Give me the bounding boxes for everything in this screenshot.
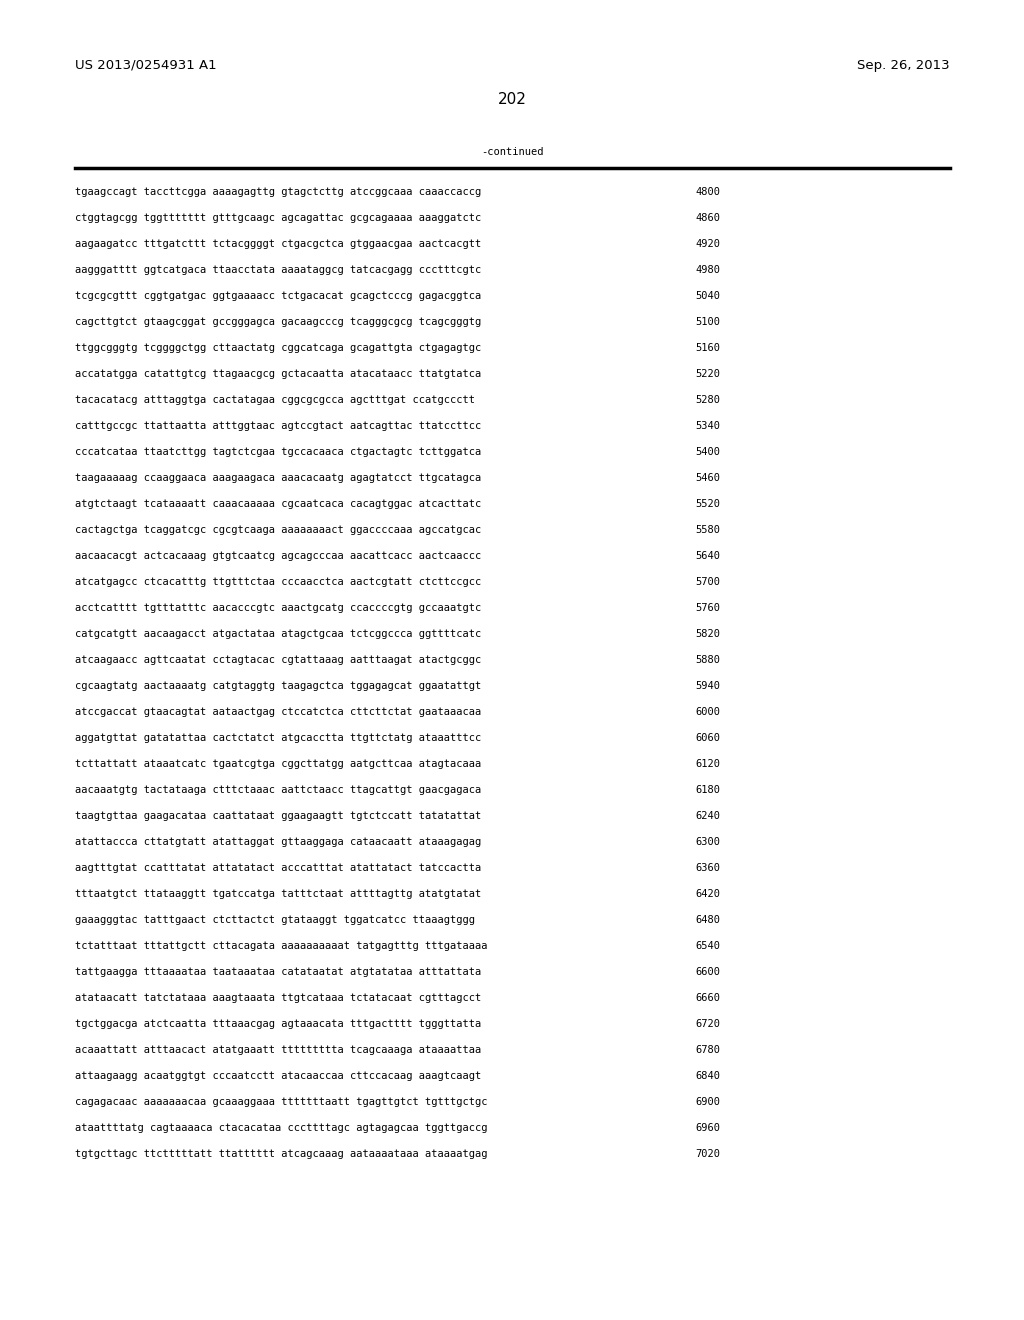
Text: 4920: 4920 — [695, 239, 720, 249]
Text: tgtgcttagc ttctttttatt ttatttttt atcagcaaag aataaaataaa ataaaatgag: tgtgcttagc ttctttttatt ttatttttt atcagca… — [75, 1148, 487, 1159]
Text: accatatgga catattgtcg ttagaacgcg gctacaatta atacataacc ttatgtatca: accatatgga catattgtcg ttagaacgcg gctacaa… — [75, 370, 481, 379]
Text: acctcatttt tgtttatttc aacacccgtc aaactgcatg ccaccccgtg gccaaatgtc: acctcatttt tgtttatttc aacacccgtc aaactgc… — [75, 603, 481, 612]
Text: 5580: 5580 — [695, 525, 720, 535]
Text: Sep. 26, 2013: Sep. 26, 2013 — [857, 58, 950, 71]
Text: 5040: 5040 — [695, 290, 720, 301]
Text: attaagaagg acaatggtgt cccaatcctt atacaaccaa cttccacaag aaagtcaagt: attaagaagg acaatggtgt cccaatcctt atacaac… — [75, 1071, 481, 1081]
Text: aggatgttat gatatattaa cactctatct atgcacctta ttgttctatg ataaatttcc: aggatgttat gatatattaa cactctatct atgcacc… — [75, 733, 481, 743]
Text: cactagctga tcaggatcgc cgcgtcaaga aaaaaaaact ggaccccaaa agccatgcac: cactagctga tcaggatcgc cgcgtcaaga aaaaaaa… — [75, 525, 481, 535]
Text: -continued: -continued — [480, 147, 544, 157]
Text: tgaagccagt taccttcgga aaaagagttg gtagctcttg atccggcaaa caaaccaccg: tgaagccagt taccttcgga aaaagagttg gtagctc… — [75, 187, 481, 197]
Text: atcaagaacc agttcaatat cctagtacac cgtattaaag aatttaagat atactgcggc: atcaagaacc agttcaatat cctagtacac cgtatta… — [75, 655, 481, 665]
Text: aagtttgtat ccatttatat attatatact acccatttat atattatact tatccactta: aagtttgtat ccatttatat attatatact acccatt… — [75, 863, 481, 873]
Text: 4980: 4980 — [695, 265, 720, 275]
Text: aacaaatgtg tactataaga ctttctaaac aattctaacc ttagcattgt gaacgagaca: aacaaatgtg tactataaga ctttctaaac aattcta… — [75, 785, 481, 795]
Text: ataattttatg cagtaaaaca ctacacataa cccttttagc agtagagcaa tggttgaccg: ataattttatg cagtaaaaca ctacacataa cccttt… — [75, 1123, 487, 1133]
Text: catttgccgc ttattaatta atttggtaac agtccgtact aatcagttac ttatccttcc: catttgccgc ttattaatta atttggtaac agtccgt… — [75, 421, 481, 432]
Text: 5160: 5160 — [695, 343, 720, 352]
Text: 4860: 4860 — [695, 213, 720, 223]
Text: tgctggacga atctcaatta tttaaacgag agtaaacata tttgactttt tgggttatta: tgctggacga atctcaatta tttaaacgag agtaaac… — [75, 1019, 481, 1030]
Text: 5640: 5640 — [695, 550, 720, 561]
Text: aacaacacgt actcacaaag gtgtcaatcg agcagcccaa aacattcacc aactcaaccc: aacaacacgt actcacaaag gtgtcaatcg agcagcc… — [75, 550, 481, 561]
Text: atgtctaagt tcataaaatt caaacaaaaa cgcaatcaca cacagtggac atcacttatc: atgtctaagt tcataaaatt caaacaaaaa cgcaatc… — [75, 499, 481, 510]
Text: cccatcataa ttaatcttgg tagtctcgaa tgccacaaca ctgactagtc tcttggatca: cccatcataa ttaatcttgg tagtctcgaa tgccaca… — [75, 447, 481, 457]
Text: gaaagggtac tatttgaact ctcttactct gtataaggt tggatcatcc ttaaagtggg: gaaagggtac tatttgaact ctcttactct gtataag… — [75, 915, 475, 925]
Text: ttggcgggtg tcggggctgg cttaactatg cggcatcaga gcagattgta ctgagagtgc: ttggcgggtg tcggggctgg cttaactatg cggcatc… — [75, 343, 481, 352]
Text: 6300: 6300 — [695, 837, 720, 847]
Text: 5400: 5400 — [695, 447, 720, 457]
Text: 6540: 6540 — [695, 941, 720, 950]
Text: 6780: 6780 — [695, 1045, 720, 1055]
Text: taagtgttaa gaagacataa caattataat ggaagaagtt tgtctccatt tatatattat: taagtgttaa gaagacataa caattataat ggaagaa… — [75, 810, 481, 821]
Text: 5280: 5280 — [695, 395, 720, 405]
Text: 6240: 6240 — [695, 810, 720, 821]
Text: tcgcgcgttt cggtgatgac ggtgaaaacc tctgacacat gcagctcccg gagacggtca: tcgcgcgttt cggtgatgac ggtgaaaacc tctgaca… — [75, 290, 481, 301]
Text: 5220: 5220 — [695, 370, 720, 379]
Text: catgcatgtt aacaagacct atgactataa atagctgcaa tctcggccca ggttttcatc: catgcatgtt aacaagacct atgactataa atagctg… — [75, 630, 481, 639]
Text: atcatgagcc ctcacatttg ttgtttctaa cccaacctca aactcgtatt ctcttccgcc: atcatgagcc ctcacatttg ttgtttctaa cccaacc… — [75, 577, 481, 587]
Text: acaaattatt atttaacact atatgaaatt ttttttttta tcagcaaaga ataaaattaa: acaaattatt atttaacact atatgaaatt ttttttt… — [75, 1045, 481, 1055]
Text: 5940: 5940 — [695, 681, 720, 690]
Text: 4800: 4800 — [695, 187, 720, 197]
Text: US 2013/0254931 A1: US 2013/0254931 A1 — [75, 58, 217, 71]
Text: aagaagatcc tttgatcttt tctacggggt ctgacgctca gtggaacgaa aactcacgtt: aagaagatcc tttgatcttt tctacggggt ctgacgc… — [75, 239, 481, 249]
Text: tacacatacg atttaggtga cactatagaa cggcgcgcca agctttgat ccatgccctt: tacacatacg atttaggtga cactatagaa cggcgcg… — [75, 395, 475, 405]
Text: atccgaccat gtaacagtat aataactgag ctccatctca cttcttctat gaataaacaa: atccgaccat gtaacagtat aataactgag ctccatc… — [75, 708, 481, 717]
Text: 6120: 6120 — [695, 759, 720, 770]
Text: 5760: 5760 — [695, 603, 720, 612]
Text: 6360: 6360 — [695, 863, 720, 873]
Text: atattaccca cttatgtatt atattaggat gttaaggaga cataacaatt ataaagagag: atattaccca cttatgtatt atattaggat gttaagg… — [75, 837, 481, 847]
Text: tttaatgtct ttataaggtt tgatccatga tatttctaat attttagttg atatgtatat: tttaatgtct ttataaggtt tgatccatga tatttct… — [75, 888, 481, 899]
Text: 6060: 6060 — [695, 733, 720, 743]
Text: cgcaagtatg aactaaaatg catgtaggtg taagagctca tggagagcat ggaatattgt: cgcaagtatg aactaaaatg catgtaggtg taagagc… — [75, 681, 481, 690]
Text: 6660: 6660 — [695, 993, 720, 1003]
Text: 6960: 6960 — [695, 1123, 720, 1133]
Text: cagagacaac aaaaaaacaa gcaaaggaaa tttttttaatt tgagttgtct tgtttgctgc: cagagacaac aaaaaaacaa gcaaaggaaa ttttttt… — [75, 1097, 487, 1107]
Text: 6420: 6420 — [695, 888, 720, 899]
Text: 5820: 5820 — [695, 630, 720, 639]
Text: 202: 202 — [498, 92, 526, 107]
Text: tctatttaat tttattgctt cttacagata aaaaaaaaaat tatgagtttg tttgataaaa: tctatttaat tttattgctt cttacagata aaaaaaa… — [75, 941, 487, 950]
Text: 5520: 5520 — [695, 499, 720, 510]
Text: taagaaaaag ccaaggaaca aaagaagaca aaacacaatg agagtatcct ttgcatagca: taagaaaaag ccaaggaaca aaagaagaca aaacaca… — [75, 473, 481, 483]
Text: 6600: 6600 — [695, 968, 720, 977]
Text: 7020: 7020 — [695, 1148, 720, 1159]
Text: 6900: 6900 — [695, 1097, 720, 1107]
Text: tattgaagga tttaaaataa taataaataa catataatat atgtatataa atttattata: tattgaagga tttaaaataa taataaataa catataa… — [75, 968, 481, 977]
Text: 6720: 6720 — [695, 1019, 720, 1030]
Text: 5880: 5880 — [695, 655, 720, 665]
Text: 5340: 5340 — [695, 421, 720, 432]
Text: 6180: 6180 — [695, 785, 720, 795]
Text: tcttattatt ataaatcatc tgaatcgtga cggcttatgg aatgcttcaa atagtacaaa: tcttattatt ataaatcatc tgaatcgtga cggctta… — [75, 759, 481, 770]
Text: atataacatt tatctataaa aaagtaaata ttgtcataaa tctatacaat cgtttagcct: atataacatt tatctataaa aaagtaaata ttgtcat… — [75, 993, 481, 1003]
Text: ctggtagcgg tggttttttt gtttgcaagc agcagattac gcgcagaaaa aaaggatctc: ctggtagcgg tggttttttt gtttgcaagc agcagat… — [75, 213, 481, 223]
Text: 6840: 6840 — [695, 1071, 720, 1081]
Text: 5100: 5100 — [695, 317, 720, 327]
Text: cagcttgtct gtaagcggat gccgggagca gacaagcccg tcagggcgcg tcagcgggtg: cagcttgtct gtaagcggat gccgggagca gacaagc… — [75, 317, 481, 327]
Text: 5460: 5460 — [695, 473, 720, 483]
Text: 5700: 5700 — [695, 577, 720, 587]
Text: aagggatttt ggtcatgaca ttaacctata aaaataggcg tatcacgagg ccctttcgtc: aagggatttt ggtcatgaca ttaacctata aaaatag… — [75, 265, 481, 275]
Text: 6480: 6480 — [695, 915, 720, 925]
Text: 6000: 6000 — [695, 708, 720, 717]
